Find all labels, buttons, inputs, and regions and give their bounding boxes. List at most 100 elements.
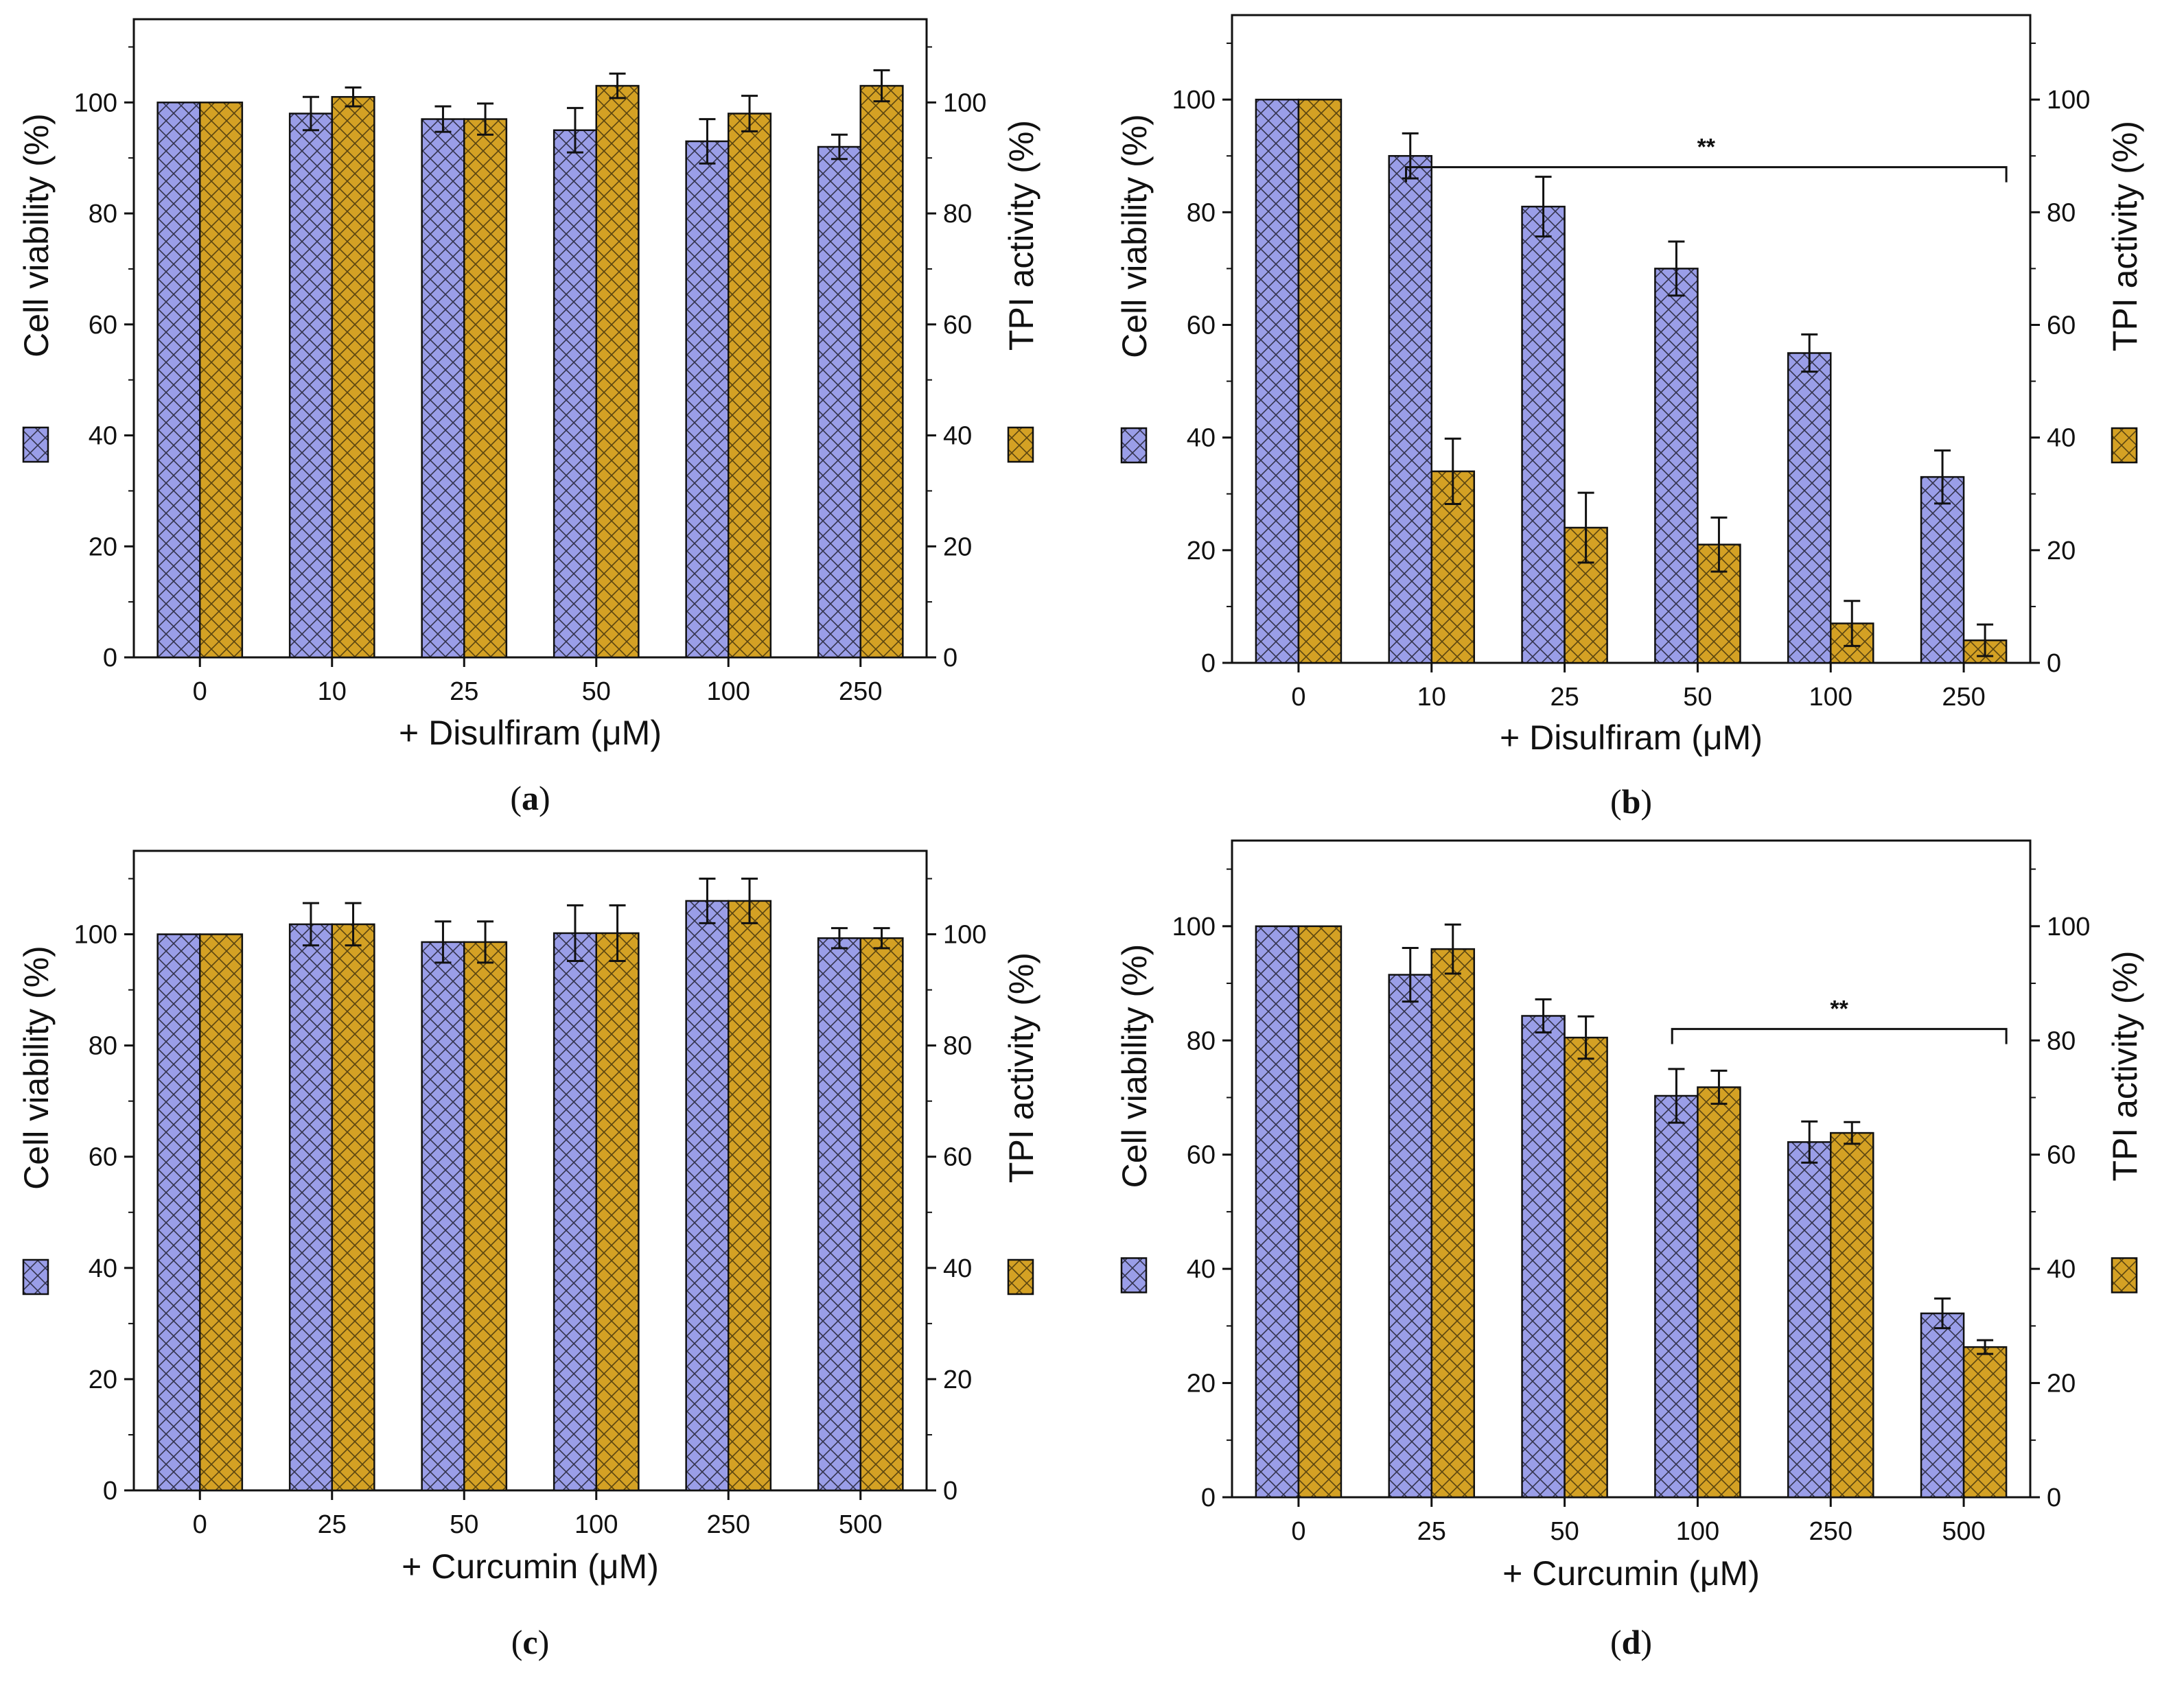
y-tick-label-right: 80 — [2047, 1027, 2076, 1055]
legend-swatch-cell-viability — [1120, 1257, 1148, 1293]
y-tick-label-right: 100 — [943, 89, 986, 117]
significance-bracket — [1405, 166, 2008, 183]
y-tick-label-right: 80 — [943, 200, 972, 228]
bar-cell-viability-500 — [817, 937, 862, 1492]
y-tick-label-right: 40 — [2047, 424, 2076, 453]
bar-cell-viability-10 — [1388, 154, 1433, 664]
x-tick-label: 250 — [839, 677, 882, 706]
bar-tpi-activity-250 — [1830, 1132, 1874, 1499]
y-tick-label-right: 40 — [943, 422, 972, 451]
bar-cell-viability-50 — [421, 941, 465, 1492]
x-tick-label: 25 — [318, 1510, 347, 1539]
bar-tpi-activity-0 — [1297, 925, 1343, 1499]
y-axis-title-right: TPI activity (%) — [1002, 952, 1041, 1183]
significance-label: ** — [1697, 134, 1716, 161]
y-tick-label-right: 60 — [943, 1143, 972, 1172]
y-tick-label-left: 20 — [89, 532, 117, 561]
y-tick-label-left: 40 — [89, 1254, 117, 1283]
error-bar — [1577, 491, 1594, 564]
error-bar — [1801, 1120, 1818, 1164]
bar-cell-viability-50 — [1521, 1015, 1566, 1499]
panel-a: 0 0 20 20 40 40 60 60 80 80 100 100 0 10 25 50 100 250 + D… — [17, 18, 1041, 817]
bar-tpi-activity-10 — [331, 95, 375, 659]
bar-cell-viability-100 — [553, 932, 598, 1492]
bar-tpi-activity-100 — [595, 932, 640, 1492]
x-tick-label: 100 — [1676, 1517, 1719, 1546]
error-bar — [345, 86, 362, 108]
bar-cell-viability-250 — [1787, 1141, 1832, 1499]
x-tick-label: 10 — [1417, 683, 1446, 712]
legend-swatch-cell-viability — [22, 426, 49, 463]
error-bar — [699, 118, 716, 165]
error-bar — [1535, 176, 1552, 238]
y-tick-label-left: 40 — [1187, 1255, 1216, 1284]
bar-cell-viability-500 — [1920, 1312, 1965, 1499]
x-tick-label: 500 — [839, 1510, 882, 1539]
y-axis-title-right: TPI activity (%) — [2106, 121, 2144, 351]
x-tick-label: 50 — [450, 1510, 478, 1539]
panel-c: 0 0 20 20 40 40 60 60 80 80 100 100 0 25 50 100 250 500 + … — [17, 849, 1041, 1661]
y-tick-label-left: 20 — [89, 1365, 117, 1394]
panel-d: 0 0 20 20 40 40 60 60 80 80 100 100 0 25 50 100 250 500 + … — [1115, 839, 2144, 1661]
error-bar — [566, 106, 583, 154]
y-tick-label-left: 100 — [74, 921, 117, 950]
panel-label: (d) — [1610, 1623, 1652, 1661]
error-bar — [1844, 600, 1861, 647]
significance-label: ** — [1830, 996, 1848, 1022]
x-tick-label: 25 — [450, 677, 478, 706]
x-tick-label: 100 — [1809, 683, 1852, 712]
error-bar — [699, 878, 716, 924]
plot-frame — [132, 18, 928, 659]
y-tick-label-right: 40 — [943, 1254, 972, 1283]
error-bar — [1668, 240, 1685, 297]
legend-swatch-tpi-activity — [1007, 426, 1034, 463]
bar-tpi-activity-0 — [199, 102, 244, 659]
error-bar — [609, 904, 626, 962]
y-tick-label-right: 20 — [943, 1365, 972, 1394]
y-tick-label-left: 60 — [1187, 311, 1216, 340]
error-bar — [830, 133, 848, 161]
bar-cell-viability-25 — [288, 923, 333, 1492]
error-bar — [1444, 923, 1461, 975]
y-tick-label-left: 80 — [1187, 198, 1216, 227]
x-tick-label: 100 — [574, 1510, 618, 1539]
y-tick-label-left: 60 — [89, 1143, 117, 1172]
error-bar — [345, 902, 362, 947]
x-tick-label: 250 — [1809, 1517, 1852, 1546]
bar-cell-viability-250 — [685, 900, 730, 1492]
y-axis-title-left: Cell viability (%) — [1115, 944, 1154, 1188]
x-axis-title: + Disulfiram (μM) — [399, 714, 662, 752]
y-tick-label-left: 20 — [1187, 537, 1216, 565]
error-bar — [1801, 333, 1818, 373]
y-tick-label-right: 100 — [2047, 913, 2090, 941]
y-tick-label-right: 80 — [2047, 198, 2076, 227]
bar-tpi-activity-500 — [1962, 1346, 2008, 1499]
x-tick-label: 25 — [1550, 683, 1579, 712]
legend-swatch-tpi-activity — [1007, 1258, 1034, 1296]
error-bar — [302, 902, 319, 947]
y-tick-label-right: 60 — [2047, 1141, 2076, 1170]
y-tick-label-right: 20 — [943, 532, 972, 561]
error-bar — [1402, 132, 1419, 180]
error-bar — [1934, 449, 1951, 505]
error-bar — [1402, 946, 1419, 1003]
error-bar — [1977, 1339, 1994, 1355]
y-tick-label-right: 20 — [2047, 537, 2076, 565]
y-tick-label-right: 0 — [2047, 1484, 2061, 1512]
y-tick-label-left: 0 — [1201, 1484, 1216, 1512]
panel-label: (b) — [1610, 782, 1652, 821]
y-tick-label-right: 0 — [943, 1477, 957, 1505]
y-tick-label-left: 0 — [1201, 649, 1216, 678]
plot-frame — [132, 849, 928, 1492]
y-tick-label-right: 60 — [943, 311, 972, 340]
x-tick-label: 250 — [707, 1510, 750, 1539]
y-tick-label-left: 100 — [74, 89, 117, 117]
y-tick-label-left: 100 — [1172, 86, 1216, 115]
x-tick-label: 0 — [193, 677, 207, 706]
bar-cell-viability-25 — [421, 118, 465, 659]
error-bar — [1977, 623, 1994, 657]
significance-bracket — [1671, 1028, 2008, 1044]
bar-tpi-activity-0 — [1297, 98, 1343, 664]
error-bar — [434, 920, 452, 964]
